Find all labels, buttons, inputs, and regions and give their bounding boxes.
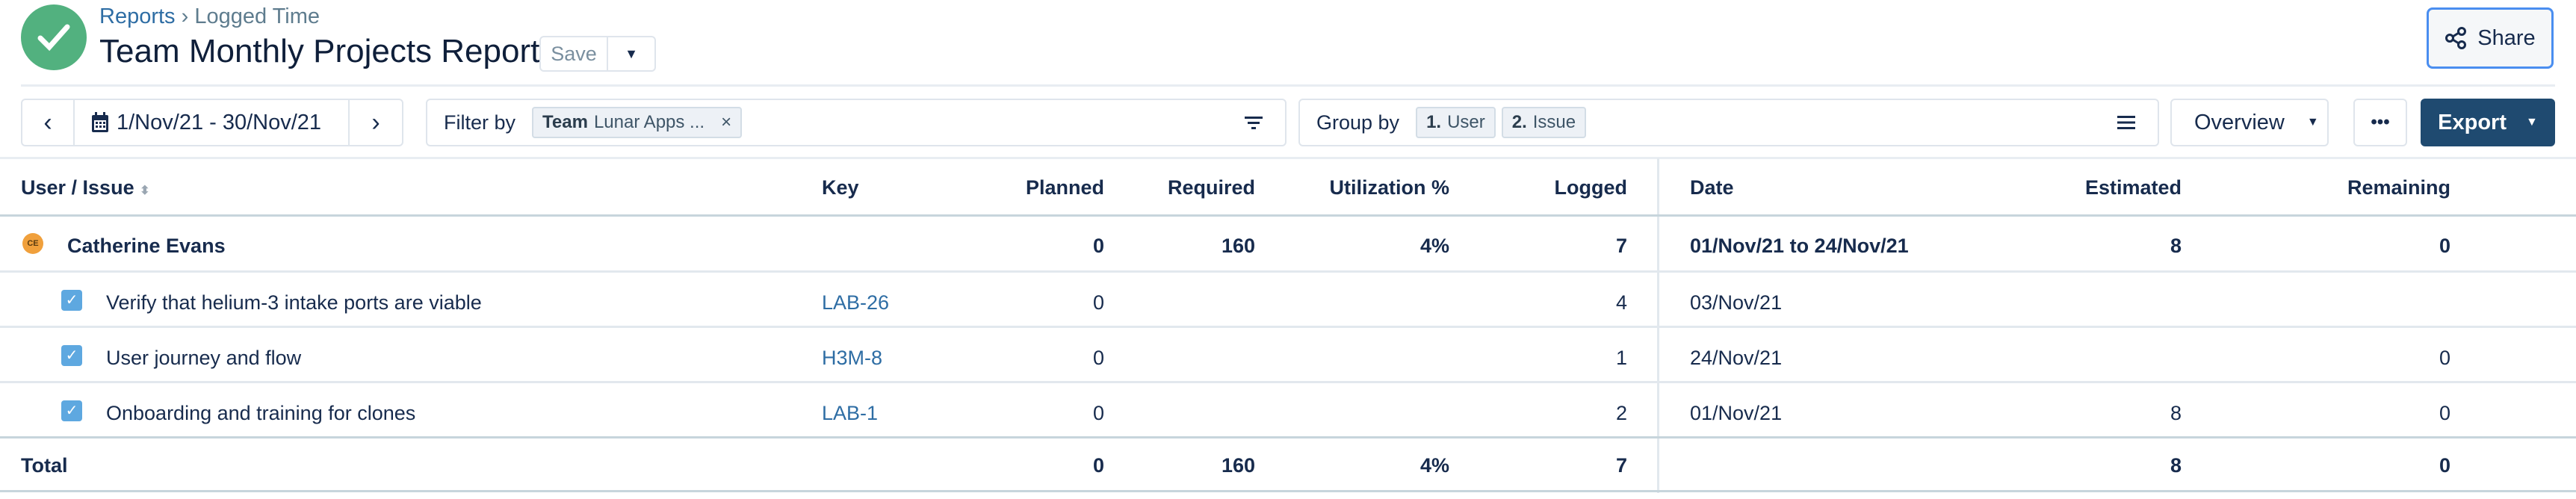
column-header-label: User / Issue	[21, 176, 134, 199]
group-chip-issue[interactable]: 2. Issue	[1501, 107, 1587, 138]
issue-key-link[interactable]: LAB-1	[822, 402, 879, 424]
menu-lines-icon[interactable]	[2117, 115, 2135, 130]
column-header-user-issue[interactable]: User / Issue ⬍	[21, 176, 150, 199]
chevron-down-icon: ▼	[2306, 116, 2319, 128]
report-status-check-icon	[21, 4, 87, 70]
row-divider	[0, 381, 2576, 383]
column-header-estimated[interactable]: Estimated	[2084, 176, 2182, 199]
total-required: 160	[1221, 454, 1255, 477]
row-divider	[0, 326, 2576, 328]
breadcrumb-reports-link[interactable]: Reports	[99, 4, 176, 28]
more-options-button[interactable]: •••	[2353, 99, 2407, 146]
header-divider	[21, 84, 2555, 87]
row-divider	[0, 270, 2576, 273]
issue-remaining: 0	[2439, 402, 2450, 424]
date-range-button[interactable]: 1/Nov/21 - 30/Nov/21	[75, 100, 350, 145]
issue-title: Verify that helium-3 intake ports are vi…	[106, 291, 482, 314]
chevron-down-icon: ▼	[2526, 116, 2538, 128]
toolbar-divider	[0, 157, 2576, 159]
sort-icon[interactable]: ⬍	[140, 185, 150, 197]
issue-date: 01/Nov/21	[1690, 402, 1783, 424]
share-button[interactable]: Share	[2427, 7, 2554, 69]
breadcrumb-separator: ›	[181, 4, 189, 28]
issue-key-link[interactable]: H3M-8	[822, 347, 883, 369]
issue-key-link[interactable]: LAB-26	[822, 291, 890, 314]
filter-chip-value: Lunar Apps ...	[593, 112, 705, 132]
next-period-chevron-right-icon[interactable]: ›	[371, 108, 380, 137]
breadcrumb-current: Logged Time	[194, 4, 321, 28]
total-label: Total	[21, 454, 68, 477]
user-required: 160	[1221, 235, 1255, 257]
issue-type-checkbox-icon: ✓	[61, 290, 82, 311]
group-chip-label: User	[1447, 112, 1485, 132]
total-divider-line	[0, 436, 2576, 438]
issue-logged: 1	[1615, 347, 1627, 369]
issue-logged: 2	[1615, 402, 1627, 424]
total-planned: 0	[1092, 454, 1104, 477]
remove-filter-close-icon[interactable]: ×	[721, 112, 732, 132]
issue-title: User journey and flow	[106, 347, 302, 369]
issue-title: Onboarding and training for clones	[106, 402, 416, 424]
column-header-required[interactable]: Required	[1167, 176, 1255, 199]
avatar: CE	[22, 233, 43, 254]
user-planned: 0	[1092, 235, 1104, 257]
view-select[interactable]: Overview ▼	[2170, 99, 2329, 146]
issue-estimated: 8	[2170, 402, 2182, 424]
column-header-date[interactable]: Date	[1690, 176, 1734, 199]
header-divider-line	[0, 214, 2576, 217]
user-utilization: 4%	[1419, 235, 1449, 257]
save-button-group: Save ▼	[539, 36, 656, 72]
issue-planned: 0	[1092, 347, 1104, 369]
issue-planned: 0	[1092, 291, 1104, 314]
user-logged: 7	[1615, 235, 1627, 257]
filter-icon[interactable]	[1245, 115, 1263, 130]
export-label: Export	[2438, 110, 2507, 134]
filter-chip-team[interactable]: Team Lunar Apps ... ×	[532, 107, 743, 138]
group-chip-user[interactable]: 1. User	[1416, 107, 1496, 138]
group-chip-label: Issue	[1532, 112, 1576, 132]
share-label: Share	[2477, 25, 2536, 50]
previous-period-chevron-left-icon[interactable]: ‹	[22, 100, 75, 145]
issue-remaining: 0	[2439, 347, 2450, 369]
group-by-label: Group by	[1316, 111, 1400, 134]
user-date: 01/Nov/21 to 24/Nov/21	[1690, 235, 1909, 257]
total-logged: 7	[1615, 454, 1627, 477]
calendar-icon	[92, 112, 108, 132]
group-chip-number: 2.	[1511, 112, 1527, 132]
page-title: Team Monthly Projects Report	[99, 33, 540, 69]
save-button[interactable]: Save	[541, 37, 608, 70]
issue-type-checkbox-icon: ✓	[61, 345, 82, 366]
filter-bar[interactable]: Filter by Team Lunar Apps ... ×	[426, 99, 1287, 146]
group-by-bar[interactable]: Group by 1. User 2. Issue	[1298, 99, 2159, 146]
column-header-logged[interactable]: Logged	[1554, 176, 1627, 199]
column-header-utilization[interactable]: Utilization %	[1329, 176, 1450, 199]
total-utilization: 4%	[1419, 454, 1449, 477]
save-options-chevron-down-icon[interactable]: ▼	[625, 46, 638, 61]
column-header-key[interactable]: Key	[822, 176, 859, 199]
share-icon	[2445, 27, 2467, 49]
view-select-value: Overview	[2194, 110, 2285, 134]
breadcrumb: Reports › Logged Time	[99, 4, 320, 29]
user-name: Catherine Evans	[67, 235, 226, 257]
date-range-label: 1/Nov/21 - 30/Nov/21	[117, 110, 322, 134]
user-remaining: 0	[2439, 235, 2450, 257]
issue-type-checkbox-icon: ✓	[61, 400, 82, 421]
group-chip-number: 1.	[1426, 112, 1442, 132]
column-header-remaining[interactable]: Remaining	[2347, 176, 2450, 199]
date-range-picker: ‹ 1/Nov/21 - 30/Nov/21 ›	[21, 99, 403, 146]
more-dots-icon: •••	[2371, 112, 2390, 132]
issue-logged: 4	[1615, 291, 1627, 314]
table-bottom-line	[0, 490, 2576, 492]
export-button[interactable]: Export ▼	[2421, 99, 2555, 146]
user-estimated: 8	[2170, 235, 2182, 257]
filter-chip-field: Team	[542, 112, 588, 132]
total-remaining: 0	[2439, 454, 2450, 477]
column-header-planned[interactable]: Planned	[1025, 176, 1104, 199]
total-estimated: 8	[2170, 454, 2182, 477]
filter-label: Filter by	[444, 111, 516, 134]
issue-date: 24/Nov/21	[1690, 347, 1783, 369]
issue-planned: 0	[1092, 402, 1104, 424]
issue-date: 03/Nov/21	[1690, 291, 1783, 314]
